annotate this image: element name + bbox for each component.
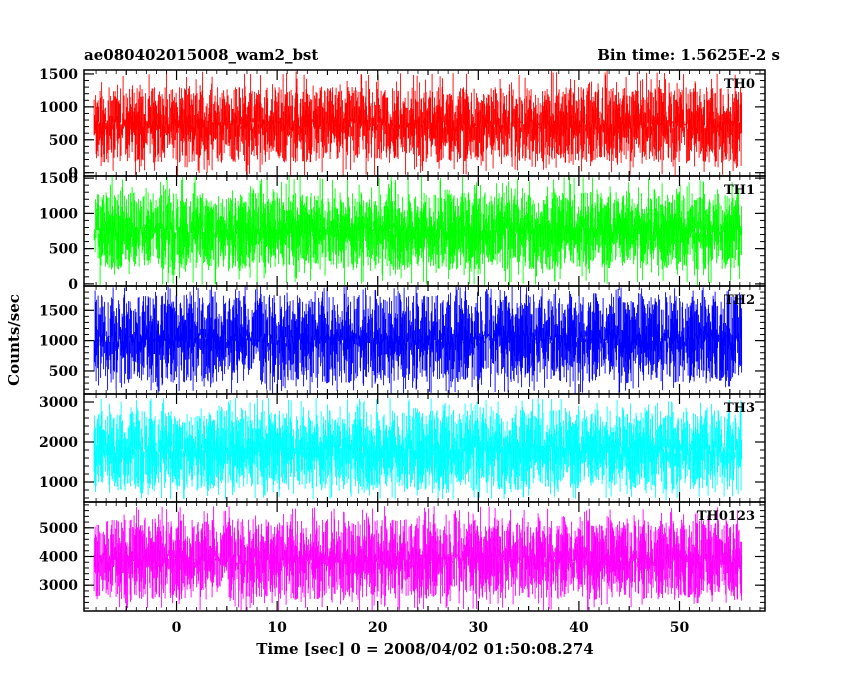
- y-tick-label: 2000: [39, 435, 78, 451]
- x-tick-label: 40: [569, 620, 589, 636]
- y-tick-label: 0: [68, 277, 78, 293]
- x-tick-label: 30: [469, 620, 489, 636]
- x-tick-label: 50: [670, 620, 690, 636]
- y-tick-label: 3000: [39, 395, 78, 411]
- panel-label: TH1: [724, 183, 755, 198]
- x-tick-label: 0: [172, 620, 182, 636]
- chart-title-right: Bin time: 1.5625E-2 s: [597, 46, 780, 64]
- y-tick-label: 1000: [39, 206, 78, 222]
- panel-label: TH0123: [697, 509, 755, 524]
- y-tick-label: 3000: [39, 578, 78, 594]
- panel-th0: 0 500 1000 1500 TH0: [39, 67, 766, 182]
- panels: 050010001500TH0050010001500TH15001000150…: [39, 67, 766, 636]
- y-tick-label: 1500: [39, 171, 78, 187]
- y-tick-label: 500: [49, 133, 78, 149]
- y-tick-label: 1000: [39, 475, 78, 491]
- y-tick-label: 500: [49, 242, 78, 258]
- x-tick-label: 20: [368, 620, 388, 636]
- y-tick-label: 1000: [39, 100, 78, 116]
- y-tick-label: 0: [68, 166, 78, 182]
- chart-title-left: ae080402015008_wam2_bst: [84, 46, 318, 64]
- y-tick-label: 4000: [39, 550, 78, 566]
- y-tick-label: 1000: [39, 334, 78, 350]
- y-tick-label: 500: [49, 364, 78, 380]
- y-tick-label: 1500: [39, 67, 78, 83]
- series-th0: [93, 70, 743, 176]
- series-th1: [93, 176, 743, 286]
- series-th0123: [93, 506, 743, 611]
- panel-label: TH3: [724, 401, 755, 416]
- panel-th2: 500 1000 1500 TH2: [39, 285, 766, 395]
- x-axis-label: Time [sec] 0 = 2008/04/02 01:50:08.274: [256, 640, 593, 658]
- panel-th1: 0 500 1000 1500 TH1: [39, 171, 766, 293]
- panel-th3: 1000 2000 3000 TH3: [39, 393, 766, 503]
- y-tick-label: 1500: [39, 303, 78, 319]
- x-tick-label: 10: [267, 620, 287, 636]
- panel-label: TH0: [724, 77, 755, 92]
- series-th2: [93, 286, 743, 394]
- panel-label: TH2: [724, 293, 755, 308]
- series-th3: [93, 398, 743, 500]
- panel-th0123: 3000 4000 5000 TH0123: [39, 501, 766, 612]
- y-axis-label: Counts/sec: [5, 294, 23, 386]
- y-tick-label: 5000: [39, 521, 78, 537]
